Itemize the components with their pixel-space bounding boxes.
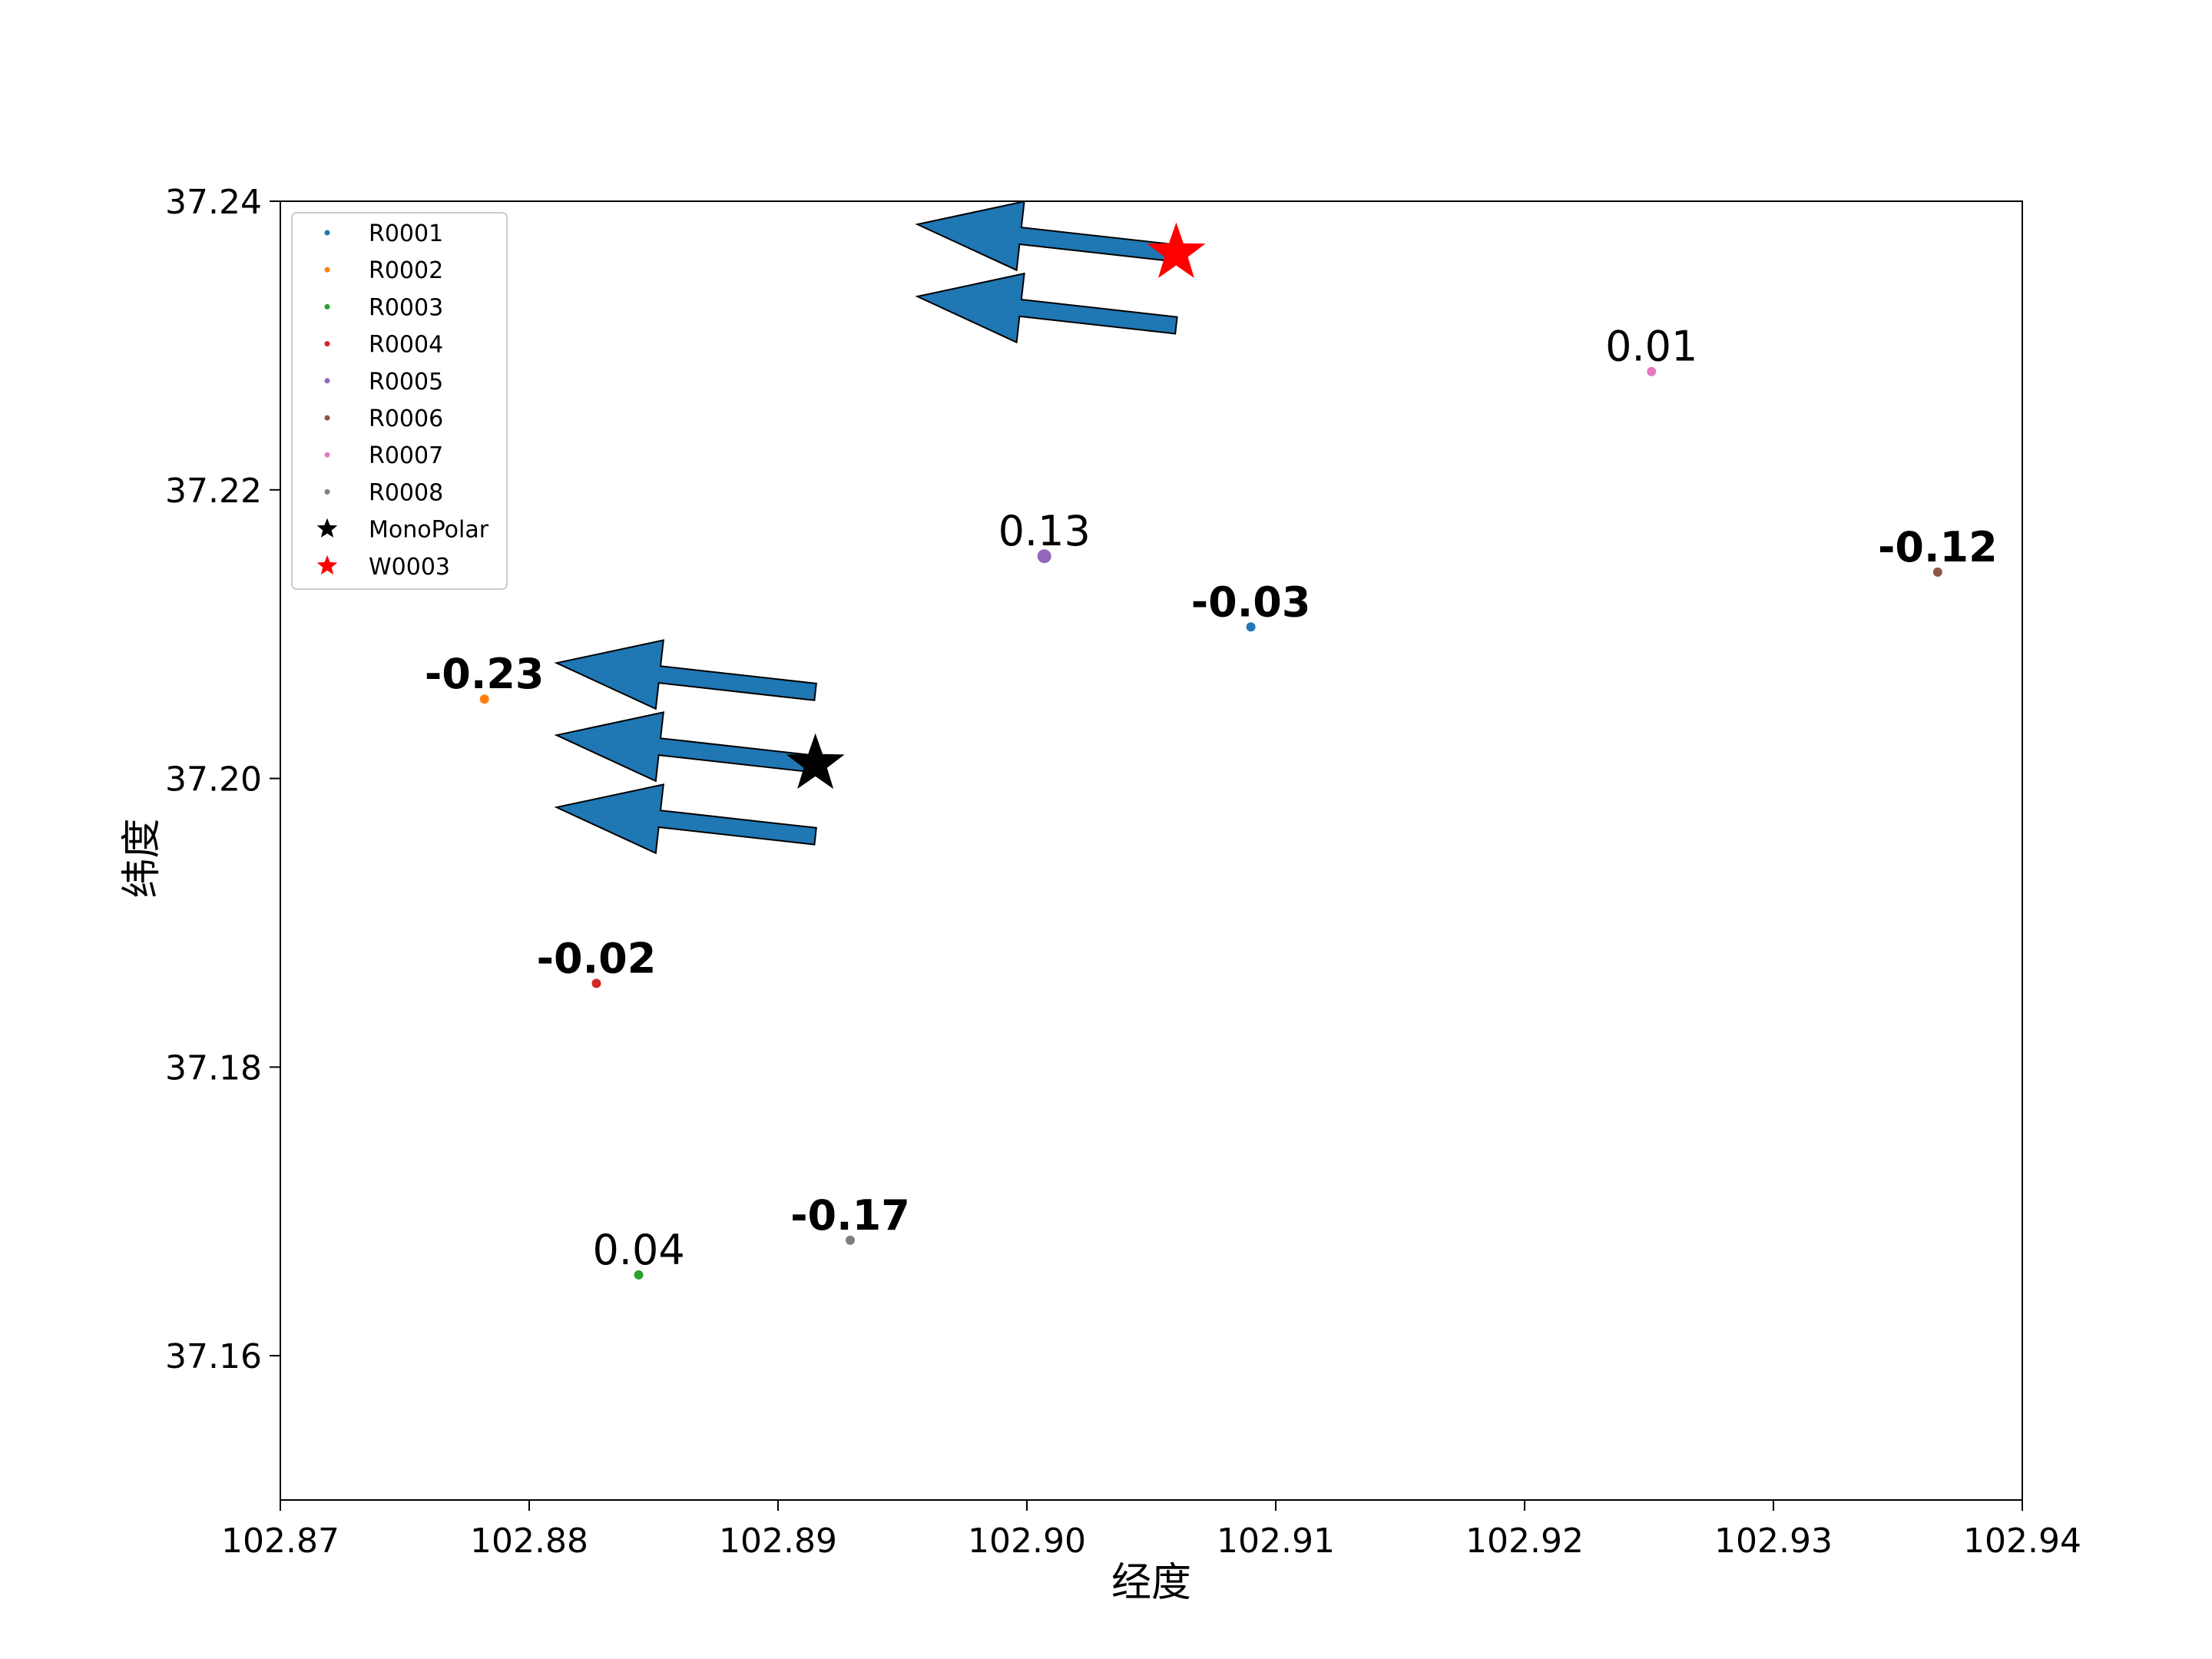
x-tick-label: 102.93: [1714, 1522, 1833, 1561]
legend: R0001 R0002 R0003 R0004 R0005 R0006 R0007 R0008…: [291, 212, 508, 590]
x-tick-label: 102.88: [470, 1522, 588, 1561]
x-axis: 102.87 102.88 102.89 102.90 102.91 102.92 102.…: [221, 1500, 2081, 1561]
x-tick-label: 102.89: [719, 1522, 837, 1561]
legend-label: R0007: [369, 442, 443, 469]
station-point-r0008: [845, 1235, 855, 1245]
station-point-r0007: [1647, 366, 1657, 376]
legend-marker: [324, 488, 330, 495]
station-point-r0004: [591, 979, 601, 988]
legend-label: R0005: [369, 369, 443, 396]
monopolar-star-marker: [786, 733, 845, 790]
direction-arrow: [554, 639, 817, 710]
legend-label: R0006: [369, 406, 443, 432]
station-point-r0005: [1037, 549, 1051, 564]
legend-label: R0002: [369, 257, 443, 284]
value-label-layer: -0.03 -0.23 0.04 -0.02 0.13 -0.12 0.01 -0.17: [425, 323, 1998, 1274]
legend-label: R0001: [369, 220, 443, 247]
legend-label: W0003: [369, 554, 450, 581]
legend-label: R0004: [369, 332, 443, 359]
x-tick-label: 102.90: [968, 1522, 1086, 1561]
y-tick-label: 37.24: [165, 183, 262, 222]
point-layer: [479, 222, 1942, 1280]
station-point-r0003: [634, 1270, 644, 1280]
station-value-label: -0.03: [1191, 578, 1311, 626]
legend-label: MonoPolar: [369, 517, 489, 544]
legend-marker: [324, 415, 330, 421]
y-tick-label: 37.20: [165, 760, 262, 800]
legend-marker: [324, 303, 330, 310]
plot-frame: [280, 200, 2023, 1501]
legend-marker: [324, 378, 330, 384]
y-tick-label: 37.22: [165, 472, 262, 511]
y-axis-title: 纬度: [119, 818, 165, 898]
legend-marker: [324, 230, 330, 236]
station-value-label: 0.01: [1605, 323, 1697, 371]
station-value-label: -0.02: [537, 934, 657, 982]
station-value-label: 0.04: [592, 1226, 684, 1274]
w0003-star-marker: [1147, 222, 1206, 278]
legend-marker: [324, 341, 330, 347]
station-point-r0006: [1932, 567, 1942, 577]
legend-marker: [324, 452, 330, 458]
direction-arrow: [915, 272, 1178, 344]
station-point-r0002: [479, 694, 489, 704]
legend-star-marker: [316, 518, 338, 538]
legend-box: [291, 212, 508, 590]
x-tick-label: 102.92: [1465, 1522, 1584, 1561]
legend-label: R0008: [369, 479, 443, 506]
direction-arrow: [915, 200, 1178, 272]
y-tick-label: 37.18: [165, 1048, 262, 1088]
station-value-label: 0.13: [998, 507, 1091, 555]
direction-arrow: [554, 711, 817, 783]
station-value-label: -0.17: [790, 1191, 910, 1240]
arrow-layer: [554, 200, 1178, 855]
station-point-r0001: [1246, 622, 1256, 632]
station-value-label: -0.12: [1878, 523, 1998, 571]
y-tick-label: 37.16: [165, 1337, 262, 1376]
legend-label: R0003: [369, 294, 443, 321]
x-axis-title: 经度: [1111, 1560, 1191, 1606]
legend-marker: [324, 267, 330, 273]
x-tick-label: 102.94: [1963, 1522, 2081, 1561]
direction-arrow: [554, 783, 817, 855]
station-value-label: -0.23: [425, 650, 545, 698]
y-axis: 37.16 37.18 37.20 37.22 37.24: [165, 183, 280, 1376]
x-tick-label: 102.87: [221, 1522, 339, 1561]
legend-star-marker: [316, 555, 338, 575]
x-tick-label: 102.91: [1217, 1522, 1335, 1561]
